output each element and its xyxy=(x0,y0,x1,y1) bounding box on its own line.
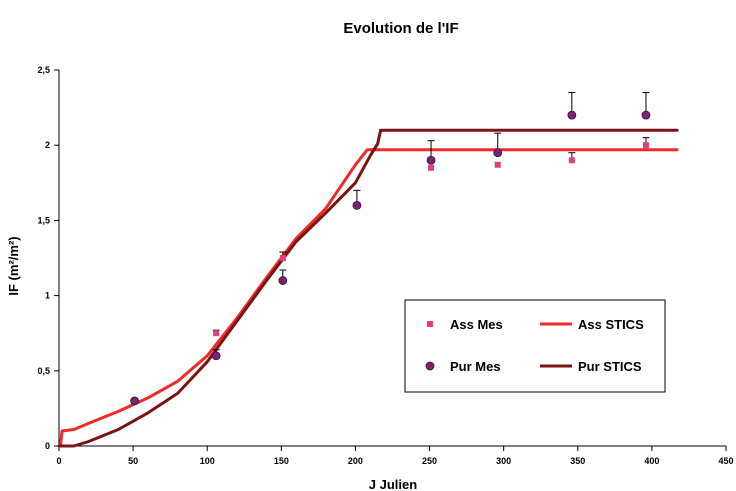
x-tick-label: 300 xyxy=(496,456,511,466)
point-ass-mes xyxy=(428,164,435,171)
point-pur-mes xyxy=(211,351,221,361)
point-pur-mes xyxy=(641,110,651,120)
y-tick-label: 1,5 xyxy=(37,215,50,225)
series-line-ass-stics xyxy=(57,148,679,448)
x-axis-label: J Julien xyxy=(369,477,417,491)
y-tick-label: 2,5 xyxy=(37,65,50,75)
point-pur-mes xyxy=(278,276,288,285)
point-ass-mes xyxy=(568,157,575,164)
x-tick-label: 100 xyxy=(200,456,215,466)
point-ass-mes xyxy=(213,330,220,337)
point-ass-mes xyxy=(494,161,501,168)
legend-swatch-ass-mes xyxy=(427,321,433,327)
series-line-pur-stics xyxy=(57,128,679,448)
plot-area: 0 50 100 150 200 250 300 350 400 450 0 0,5 1 1,5 2 2,5 xyxy=(37,65,733,466)
x-tick-label: 400 xyxy=(644,456,659,466)
x-tick-label: 50 xyxy=(128,456,138,466)
point-pur-mes xyxy=(426,155,436,165)
x-tick-label: 450 xyxy=(718,456,733,466)
point-ass-mes xyxy=(642,142,649,149)
point-pur-mes xyxy=(567,110,577,120)
y-axis-label: IF (m²/m²) xyxy=(6,236,21,295)
legend-label-pur-mes: Pur Mes xyxy=(450,359,501,374)
legend-swatch-pur-mes xyxy=(425,361,435,371)
y-tick-label: 2 xyxy=(45,140,50,150)
y-tick-label: 0,5 xyxy=(37,366,50,376)
legend-label-ass-mes: Ass Mes xyxy=(450,317,503,332)
point-pur-mes xyxy=(130,396,139,406)
x-tick-label: 350 xyxy=(570,456,585,466)
point-pur-mes xyxy=(352,200,362,210)
x-tick-label: 250 xyxy=(422,456,437,466)
legend-label-pur-stics: Pur STICS xyxy=(578,359,642,374)
point-pur-mes xyxy=(493,148,503,158)
x-tick-label: 200 xyxy=(348,456,363,466)
chart-title: Evolution de l'IF xyxy=(343,20,458,37)
y-tick-label: 0 xyxy=(45,441,50,451)
legend: Ass Mes Ass STICS Pur Mes Pur STICS xyxy=(404,299,666,393)
legend-box xyxy=(404,299,666,393)
y-tick-label: 1 xyxy=(45,291,50,301)
legend-label-ass-stics: Ass STICS xyxy=(578,317,644,332)
x-tick-label: 150 xyxy=(274,456,289,466)
x-tick-label: 0 xyxy=(56,456,61,466)
point-ass-mes xyxy=(279,255,286,261)
